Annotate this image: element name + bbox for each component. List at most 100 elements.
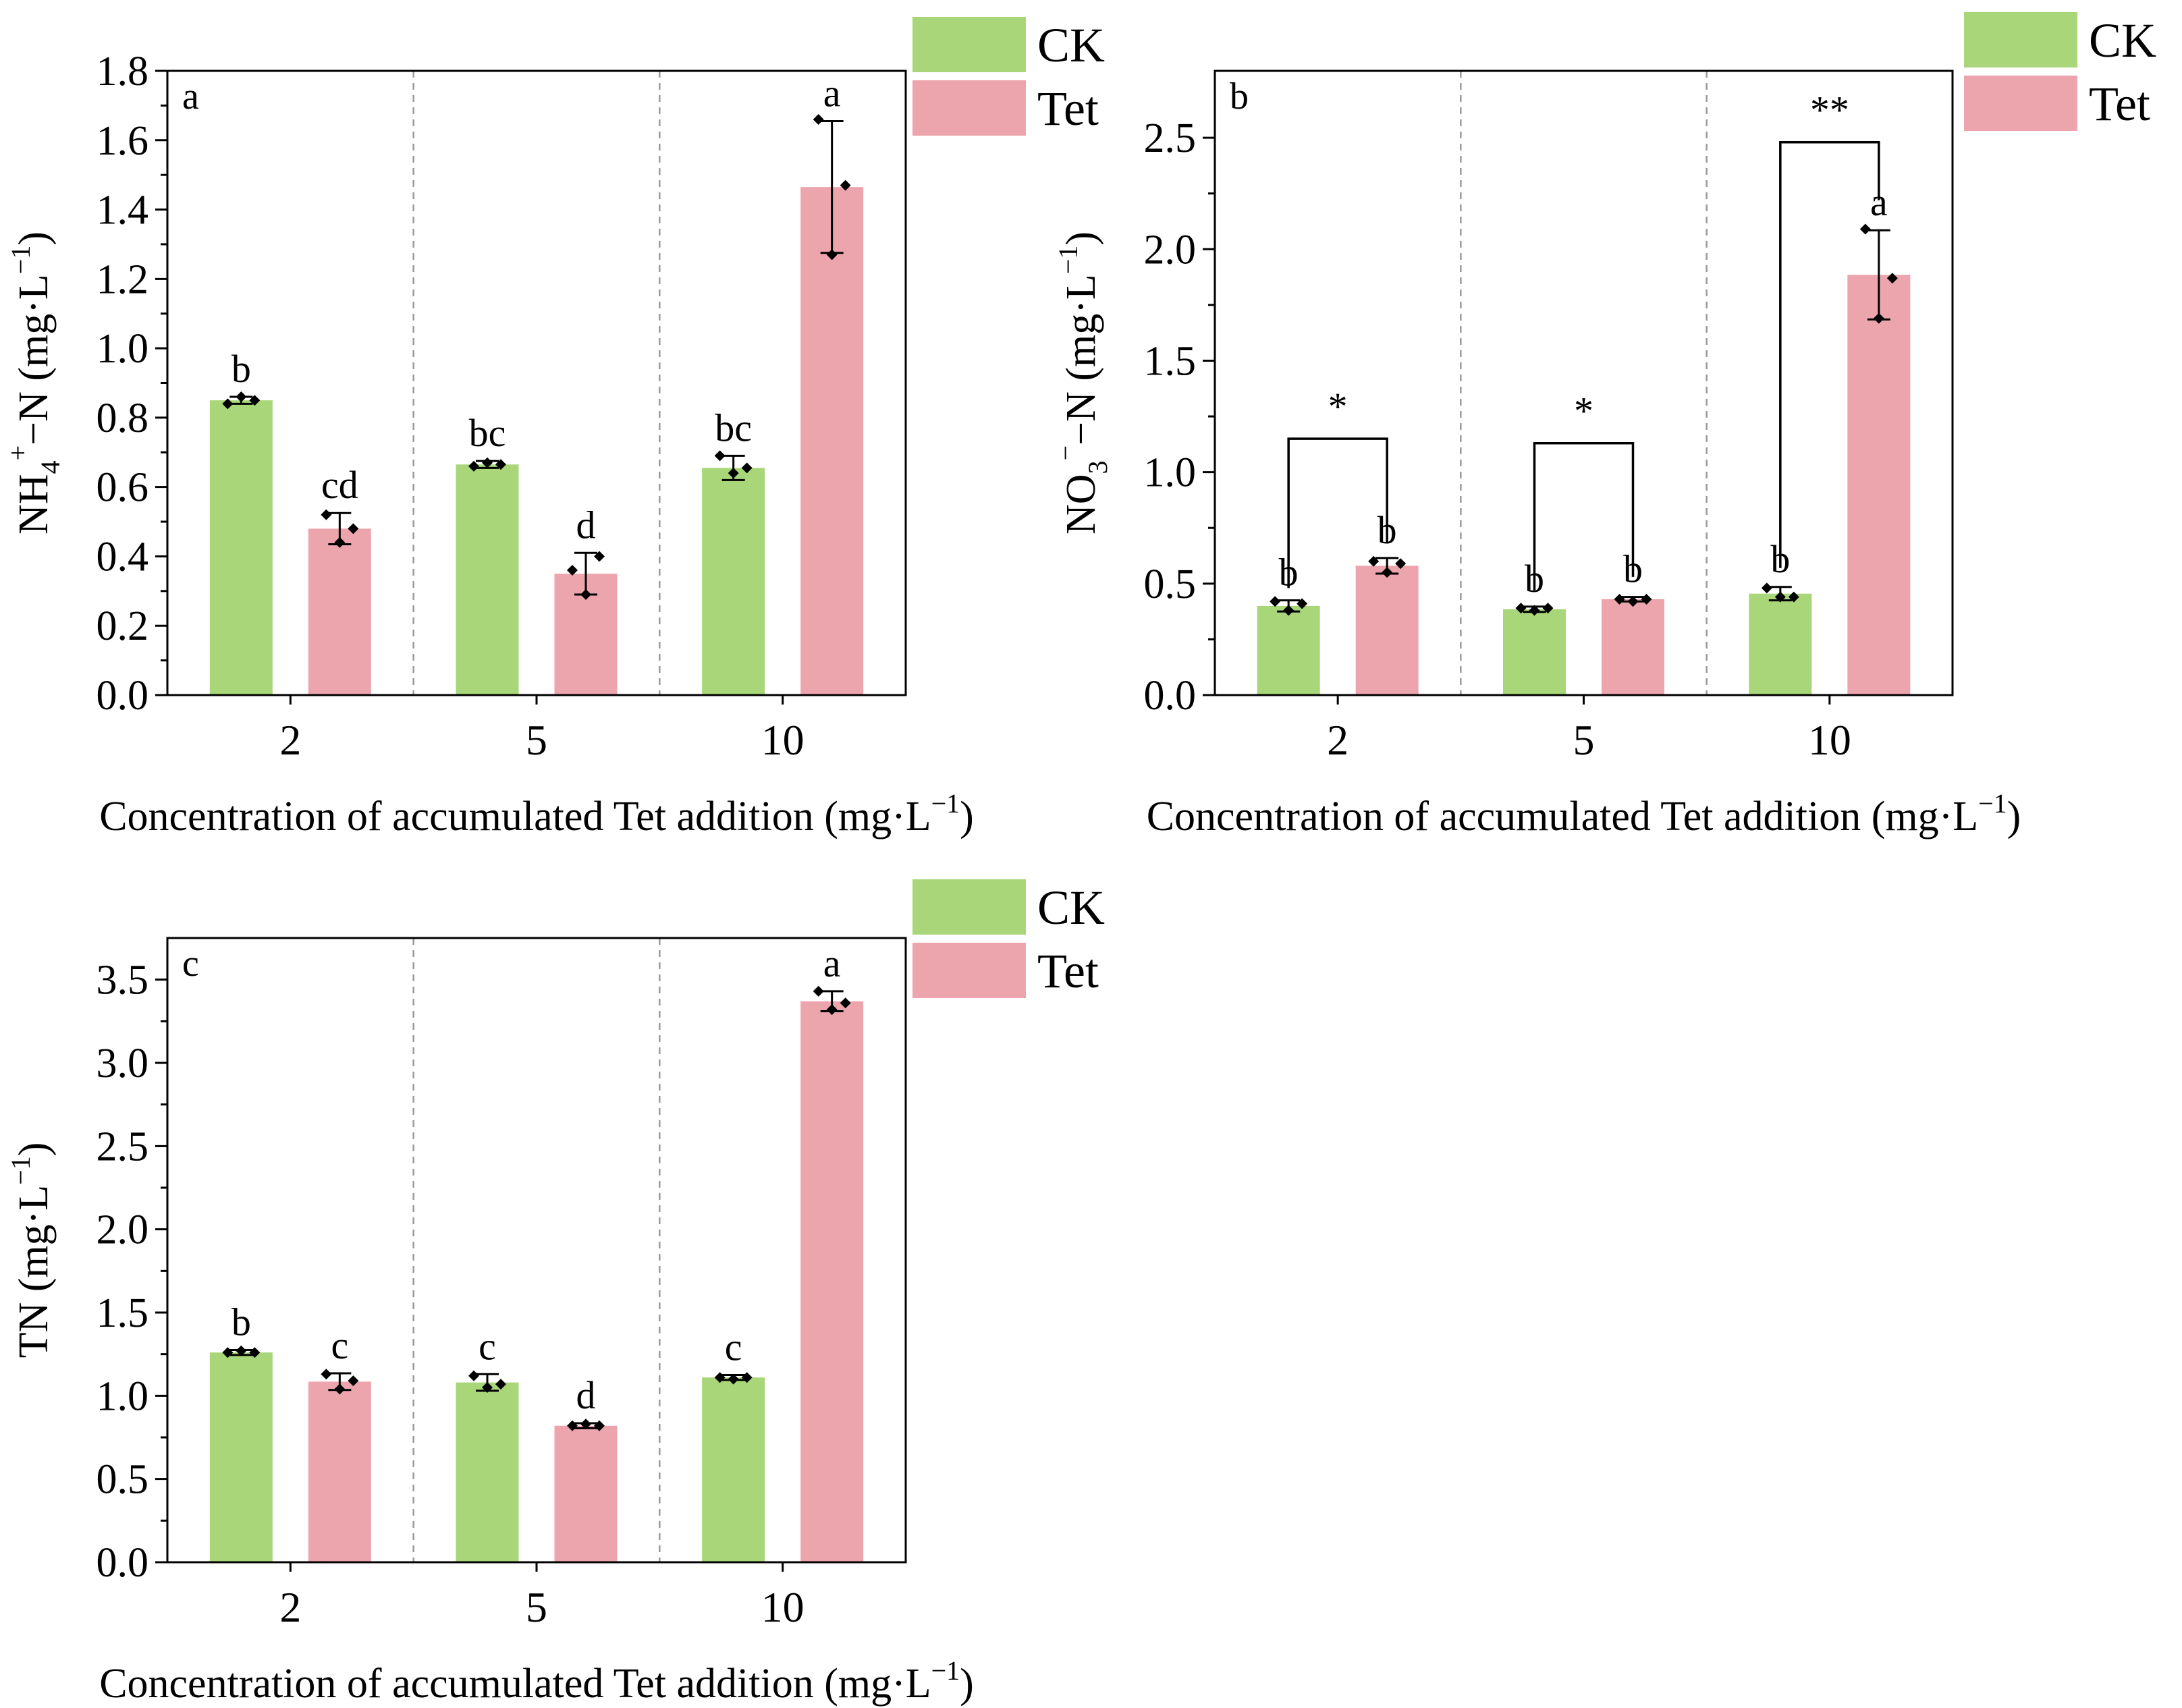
y-axis-title-sub: 3 — [1083, 460, 1113, 474]
data-point — [468, 1370, 479, 1381]
legend-swatch-tet — [912, 943, 1026, 998]
data-point — [1515, 603, 1527, 614]
significance-star: * — [1328, 385, 1348, 429]
x-category-label: 2 — [279, 1583, 301, 1631]
y-tick-label: 3.5 — [97, 958, 149, 1003]
data-point — [236, 391, 247, 403]
data-point — [1859, 223, 1871, 235]
y-axis-title-sup: − — [1050, 445, 1081, 461]
y-axis-title: NH4+−N (mg·L−1) — [3, 231, 65, 534]
significance-letter: a — [823, 72, 841, 115]
legend-swatch-ck — [1964, 12, 2077, 67]
data-point — [1395, 558, 1407, 570]
data-point — [567, 1420, 578, 1431]
data-point — [249, 395, 261, 406]
x-category-label: 10 — [761, 716, 804, 764]
significance-letter: d — [576, 1373, 596, 1417]
data-point — [348, 1375, 359, 1387]
data-point — [594, 1420, 605, 1431]
significance-star: * — [1574, 389, 1593, 433]
y-tick-label: 1.0 — [97, 1373, 149, 1419]
data-point — [468, 460, 479, 472]
significance-bracket — [1287, 437, 1388, 588]
data-point — [580, 588, 591, 600]
y-tick-label: 1.0 — [97, 326, 149, 372]
x-category-label: 5 — [526, 1583, 547, 1631]
legend-label-ck: CK — [2089, 13, 2156, 67]
data-point — [1542, 603, 1554, 614]
legend-label-tet: Tet — [1037, 82, 1099, 136]
y-tick-label: 2.0 — [1144, 227, 1197, 273]
y-tick-label: 0.0 — [97, 1540, 149, 1586]
y-tick-label: 0.8 — [97, 395, 149, 441]
y-axis-title-part: NO — [1058, 474, 1104, 534]
x-axis-title-text: Concentration of accumulated Tet additio… — [1147, 794, 1978, 839]
bar-ck-5 — [1503, 609, 1566, 695]
data-point — [321, 1369, 332, 1380]
legend-label-tet: Tet — [1037, 944, 1099, 998]
y-tick-label: 1.6 — [97, 118, 149, 164]
y-axis-title-sup: + — [3, 445, 33, 461]
x-axis-title: Concentration of accumulated Tet additio… — [1147, 788, 2021, 839]
y-tick-label: 0.0 — [97, 673, 149, 719]
significance-letter: c — [479, 1324, 496, 1368]
data-point — [236, 1345, 247, 1356]
data-point — [741, 462, 753, 474]
data-point — [1529, 605, 1540, 616]
x-category-label: 10 — [761, 1583, 804, 1631]
panel-tag: a — [182, 76, 199, 117]
data-point — [728, 468, 739, 479]
y-axis-title-close: ) — [1058, 231, 1104, 246]
x-axis-title-close: ) — [960, 794, 974, 839]
panel-c: b c c c d a 0.0 0.5 1.0 1.5 2.0 2.5 3.0 3.5 2 5 10 c Conce… — [5, 879, 1105, 1707]
x-axis-title-text: Concentration of accumulated Tet additio… — [99, 794, 931, 839]
data-point — [348, 523, 359, 534]
data-point — [482, 1382, 493, 1393]
data-point — [813, 113, 824, 125]
significance-letter: cd — [321, 463, 358, 507]
data-point — [1873, 312, 1884, 324]
data-point — [1641, 593, 1652, 605]
bar-ck-5 — [456, 1382, 519, 1562]
x-axis-title: Concentration of accumulated Tet additio… — [99, 788, 974, 839]
legend-label-ck: CK — [1037, 18, 1105, 72]
data-point — [321, 509, 332, 520]
data-point — [1627, 596, 1639, 607]
data-point — [222, 398, 234, 410]
panel-a: b bc bc cd d a 0.0 0.2 0.4 0.6 0.8 1.0 1.2 1.4 1.6 1.8 2… — [3, 17, 1105, 839]
bar-ck-10 — [702, 1377, 765, 1562]
bar-ck-2 — [1257, 605, 1320, 695]
data-point — [728, 1373, 739, 1385]
y-tick-label: 1.8 — [97, 49, 149, 94]
y-tick-label: 2.5 — [1144, 115, 1197, 161]
data-point — [813, 985, 824, 997]
bar-ck-10 — [702, 468, 765, 695]
bar-ck-5 — [456, 464, 519, 695]
legend-swatch-ck — [912, 879, 1026, 935]
y-axis-title-part: −N (mg·L — [11, 274, 57, 445]
x-axis-title: Concentration of accumulated Tet additio… — [99, 1655, 974, 1707]
data-point — [1270, 596, 1281, 607]
significance-bracket — [1779, 140, 1880, 568]
bar-ck-10 — [1749, 593, 1812, 695]
data-point — [594, 551, 605, 562]
y-axis-title-sub: 4 — [35, 460, 65, 474]
x-axis-title-text: Concentration of accumulated Tet additio… — [99, 1661, 931, 1707]
x-axis-title-sup: −1 — [1978, 788, 2007, 819]
x-category-label: 5 — [1573, 716, 1595, 764]
data-point — [1886, 273, 1898, 284]
bar-ck-2 — [209, 1352, 273, 1562]
panel-tag: b — [1230, 76, 1249, 117]
y-tick-label: 1.4 — [97, 188, 149, 233]
y-axis-title-sup: −1 — [5, 1156, 36, 1185]
y-tick-label: 0.5 — [1144, 561, 1197, 607]
data-point — [741, 1372, 753, 1383]
significance-letter: c — [331, 1323, 348, 1367]
significance-star: ** — [1810, 88, 1849, 132]
data-point — [222, 1347, 234, 1358]
data-point — [1382, 567, 1393, 578]
legend: CK Tet — [1964, 12, 2156, 131]
panel-tag: c — [182, 943, 199, 985]
